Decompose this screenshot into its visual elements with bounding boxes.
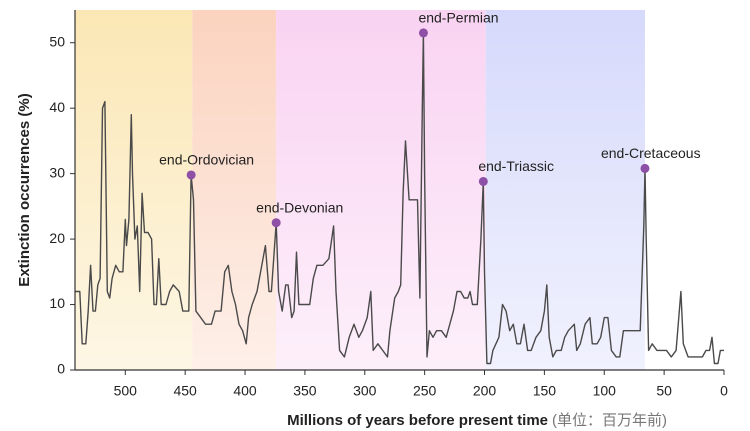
x-tick-label: 50 bbox=[656, 383, 672, 399]
annotation-label: end-Devonian bbox=[256, 199, 343, 215]
x-tick-label: 100 bbox=[593, 383, 617, 399]
x-axis-note: (单位：百万年前) bbox=[552, 412, 667, 429]
x-tick-label: 250 bbox=[413, 383, 437, 399]
period-band bbox=[192, 10, 277, 370]
y-tick-label: 0 bbox=[57, 361, 65, 377]
extinction-marker bbox=[186, 170, 196, 180]
line bbox=[75, 32, 724, 365]
x-tick-label: 300 bbox=[353, 383, 377, 399]
extinction-marker bbox=[478, 176, 488, 186]
extinction-marker bbox=[271, 218, 281, 228]
annotation-label: end-Permian bbox=[418, 10, 498, 26]
annotation-label: end-Ordovician bbox=[159, 152, 254, 168]
x-tick-label: 200 bbox=[473, 383, 497, 399]
x-tick-label: 150 bbox=[533, 383, 557, 399]
x-tick-label: 350 bbox=[293, 383, 317, 399]
annotation-label: end-Cretaceous bbox=[601, 145, 701, 161]
y-tick-label: 50 bbox=[49, 33, 65, 49]
y-axis-title: Extinction occurrences (%) bbox=[16, 93, 33, 286]
y-tick-label: 30 bbox=[49, 164, 65, 180]
annotation-label: end-Triassic bbox=[478, 158, 554, 174]
x-tick-label: 500 bbox=[114, 383, 138, 399]
extinction-marker bbox=[640, 163, 650, 173]
x-tick-label: 400 bbox=[233, 383, 257, 399]
x-tick-label: 450 bbox=[173, 383, 197, 399]
extinction-marker bbox=[418, 28, 428, 38]
period-band bbox=[276, 10, 486, 370]
y-tick-label: 10 bbox=[49, 295, 65, 311]
y-tick-label: 20 bbox=[49, 230, 65, 246]
x-axis-title: Millions of years before present time bbox=[287, 412, 548, 429]
y-tick-label: 40 bbox=[49, 99, 65, 115]
period-band bbox=[485, 10, 645, 370]
x-tick-label: 0 bbox=[720, 383, 728, 399]
